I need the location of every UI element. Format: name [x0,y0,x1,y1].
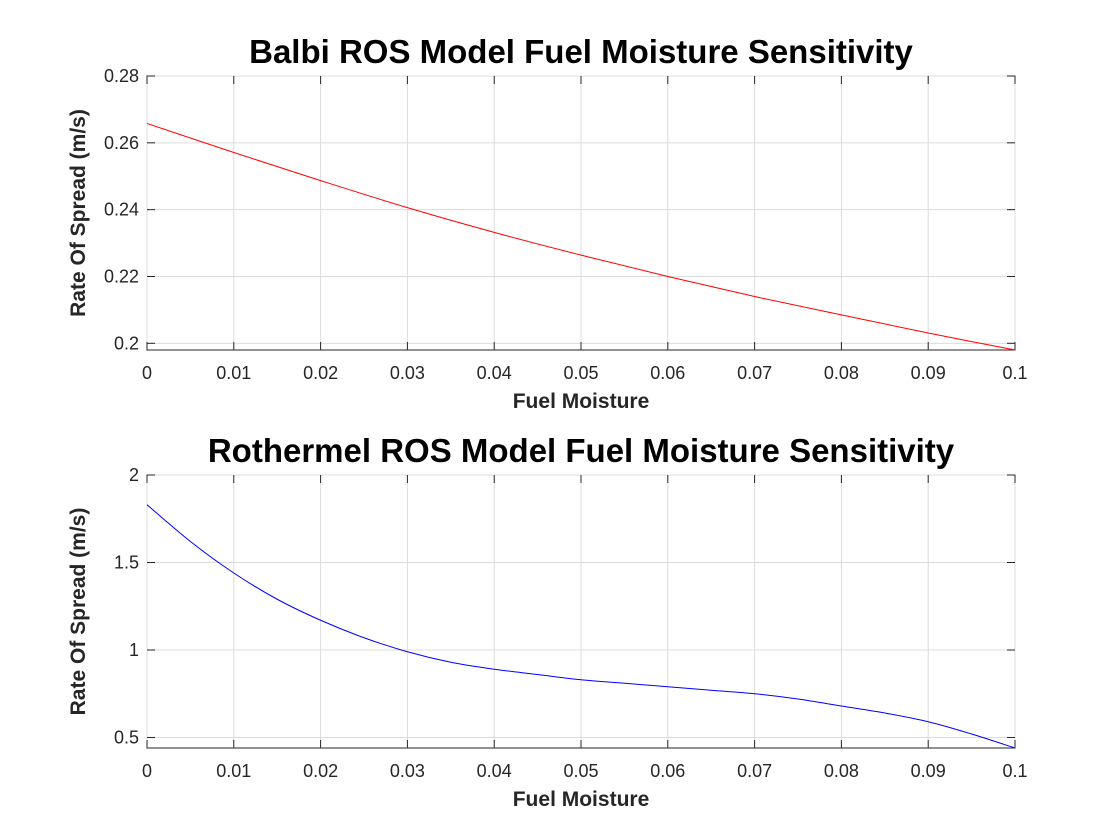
rothermel-chart-title: Rothermel ROS Model Fuel Moisture Sensit… [208,432,955,469]
balbi-tick-marks [146,75,1016,350]
rothermel-series [146,504,1016,749]
balbi-x-tick-labels: 0 0.01 0.02 0.03 0.04 0.05 0.06 0.07 0.08 0.09 0.1 [142,363,1028,383]
balbi-y-axis-label: Rate Of Spread (m/s) [67,109,90,317]
balbi-y-tick-label: 0.26 [104,133,139,153]
rothermel-x-tick-label: 0.02 [303,761,338,781]
balbi-x-tick-label: 0.08 [824,363,859,383]
balbi-x-tick-label: 0.1 [1002,363,1027,383]
rothermel-x-tick-label: 0.04 [477,761,512,781]
rothermel-x-axis-label: Fuel Moisture [513,788,650,811]
rothermel-x-tick-label: 0.05 [563,761,598,781]
balbi-x-tick-label: 0 [142,363,152,383]
rothermel-tick-marks [146,474,1016,748]
balbi-x-tick-label: 0.07 [737,363,772,383]
balbi-x-tick-label: 0.06 [650,363,685,383]
rothermel-x-tick-label: 0.07 [737,761,772,781]
balbi-chart: 0 0.01 0.02 0.03 0.04 0.05 0.06 0.07 0.08 0.09 0.1… [67,33,1028,413]
rothermel-series-line [146,504,1016,749]
rothermel-y-tick-label: 0.5 [114,728,139,748]
balbi-y-tick-label: 0.28 [104,66,139,86]
balbi-chart-title: Balbi ROS Model Fuel Moisture Sensitivit… [249,33,913,70]
rothermel-y-tick-label: 2 [129,465,139,485]
balbi-series-line [146,122,1016,351]
balbi-x-tick-label: 0.04 [477,363,512,383]
rothermel-x-tick-label: 0.03 [390,761,425,781]
balbi-y-tick-label: 0.2 [114,333,139,353]
rothermel-x-tick-label: 0.08 [824,761,859,781]
balbi-x-tick-label: 0.03 [390,363,425,383]
balbi-x-tick-label: 0.01 [216,363,251,383]
balbi-y-tick-labels: 0.2 0.22 0.24 0.26 0.28 [104,66,139,353]
balbi-y-tick-label: 0.24 [104,200,139,220]
rothermel-x-tick-label: 0 [142,761,152,781]
rothermel-y-axis-label: Rate Of Spread (m/s) [67,508,90,716]
balbi-x-tick-label: 0.05 [563,363,598,383]
rothermel-y-tick-label: 1.5 [114,553,139,573]
balbi-series [146,122,1016,351]
rothermel-x-tick-label: 0.1 [1002,761,1027,781]
balbi-grid [146,75,1016,350]
rothermel-y-tick-label: 1 [129,640,139,660]
rothermel-x-tick-labels: 0 0.01 0.02 0.03 0.04 0.05 0.06 0.07 0.08 0.09 0.1 [142,761,1028,781]
balbi-y-tick-label: 0.22 [104,266,139,286]
rothermel-x-tick-label: 0.09 [911,761,946,781]
rothermel-y-tick-labels: 0.5 1 1.5 2 [114,465,139,748]
rothermel-x-tick-label: 0.01 [216,761,251,781]
balbi-x-tick-label: 0.02 [303,363,338,383]
rothermel-chart: 0 0.01 0.02 0.03 0.04 0.05 0.06 0.07 0.08 0.09 0.1… [67,432,1028,811]
rothermel-x-tick-label: 0.06 [650,761,685,781]
balbi-x-axis-label: Fuel Moisture [513,390,650,413]
balbi-x-tick-label: 0.09 [911,363,946,383]
